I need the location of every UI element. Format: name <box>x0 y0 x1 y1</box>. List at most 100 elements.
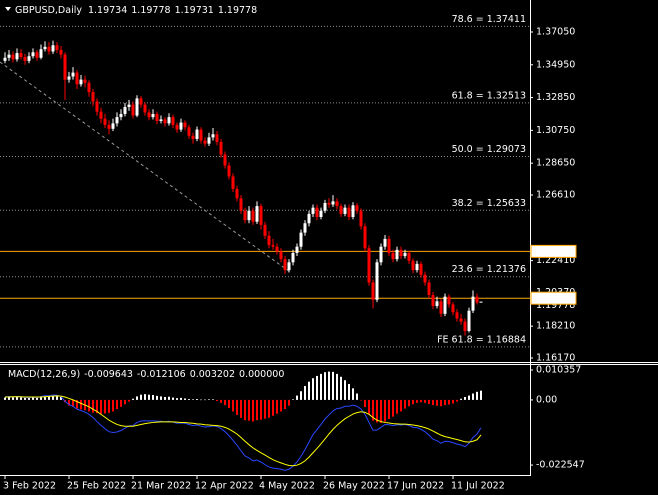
candle-body <box>367 248 371 283</box>
y-tick-label: 1.26610 <box>536 190 575 201</box>
candle-body <box>251 210 255 222</box>
histogram-bar <box>312 378 314 400</box>
histogram-bar <box>48 396 50 400</box>
histogram-bar <box>392 399 394 417</box>
histogram-bar <box>372 399 374 421</box>
candle-body <box>51 45 55 52</box>
candle-body <box>431 295 435 307</box>
candle-body <box>423 274 427 283</box>
histogram-bar <box>140 394 142 400</box>
candle-body <box>155 113 159 121</box>
histogram-bar <box>232 399 234 412</box>
histogram-bar <box>396 399 398 414</box>
candle-body <box>371 282 375 300</box>
y-tick-label: 1.30750 <box>536 125 575 136</box>
histogram-bar <box>360 399 362 401</box>
histogram-bar <box>92 399 94 413</box>
histogram-bar <box>72 399 74 407</box>
candle-body <box>379 246 383 263</box>
fib-label: 38.2 = 1.25633 <box>452 198 526 209</box>
candle-body <box>147 112 151 118</box>
candle-body <box>339 206 343 214</box>
candle-body <box>163 119 167 124</box>
histogram-bar <box>204 399 206 401</box>
fib-label: FE 61.8 = 1.16884 <box>437 334 526 345</box>
histogram-bar <box>228 399 230 408</box>
candle-body <box>219 142 223 155</box>
high: 1.19778 <box>131 5 170 16</box>
histogram-bar <box>388 399 390 419</box>
candle-body <box>451 304 455 313</box>
candle-body <box>143 104 147 113</box>
histogram-bar <box>132 398 134 400</box>
candle-body <box>19 53 23 57</box>
histogram-bar <box>176 398 178 400</box>
macd-readout: 0.000000 <box>239 369 284 380</box>
histogram-bar <box>112 399 114 412</box>
histogram-bar <box>404 399 406 409</box>
candle-body <box>471 296 475 311</box>
histogram-bar <box>292 399 294 400</box>
candle-body <box>107 124 111 129</box>
candle-body <box>3 57 7 61</box>
candle-body <box>59 49 63 55</box>
histogram-bar <box>32 397 34 400</box>
histogram-bar <box>156 395 158 400</box>
histogram-bar <box>152 394 154 400</box>
histogram-bar <box>184 398 186 400</box>
histogram-bar <box>120 399 122 407</box>
candle-body <box>71 72 75 77</box>
candle-body <box>407 252 411 261</box>
candle-body <box>283 259 287 271</box>
candle-body <box>75 72 79 85</box>
histogram-bar <box>320 373 322 400</box>
histogram-bar <box>364 399 366 408</box>
x-tick-label: 11 Jul 2022 <box>451 481 505 492</box>
x-tick-label: 21 Mar 2022 <box>131 481 191 492</box>
candle-body <box>7 54 11 58</box>
candle-body <box>15 53 19 60</box>
candle-body <box>23 56 27 61</box>
candle-body <box>355 205 359 211</box>
candle-body <box>387 238 391 253</box>
y-tick-label: -0.022547 <box>536 460 585 471</box>
histogram-bar <box>260 399 262 420</box>
histogram-bar <box>224 399 226 406</box>
histogram-bar <box>68 399 70 406</box>
candle-body <box>443 296 447 314</box>
histogram-bar <box>16 397 18 400</box>
histogram-bar <box>164 397 166 400</box>
histogram-bar <box>252 399 254 422</box>
candle-body <box>223 154 227 166</box>
x-tick-label: 26 May 2022 <box>323 481 385 492</box>
candle-body <box>303 223 307 233</box>
candle-body <box>191 135 195 139</box>
candle-body <box>95 101 99 112</box>
candle-body <box>383 238 387 247</box>
histogram-bar <box>440 399 442 407</box>
trend-line <box>0 61 291 273</box>
y-tick-label: 1.32850 <box>536 92 575 103</box>
histogram-bar <box>268 399 270 418</box>
candle-body <box>267 235 271 246</box>
low: 1.19731 <box>175 5 214 16</box>
candle-body <box>459 318 463 322</box>
histogram-bar <box>124 399 126 405</box>
candle-body <box>63 54 67 80</box>
histogram-bar <box>12 397 14 400</box>
candle-body <box>351 205 355 218</box>
histogram-bar <box>304 386 306 400</box>
histogram-bar <box>200 399 202 401</box>
histogram-bar <box>24 397 26 400</box>
candle-body <box>391 252 395 260</box>
candle-body <box>279 251 283 260</box>
candle-body <box>259 206 263 225</box>
candle-body <box>411 260 415 271</box>
candle-body <box>419 263 423 275</box>
histogram-bar <box>432 399 434 406</box>
histogram-bar <box>4 397 6 400</box>
histogram-bar <box>416 399 418 403</box>
histogram-bar <box>44 396 46 400</box>
histogram-bar <box>28 397 30 400</box>
candle-body <box>35 52 39 58</box>
